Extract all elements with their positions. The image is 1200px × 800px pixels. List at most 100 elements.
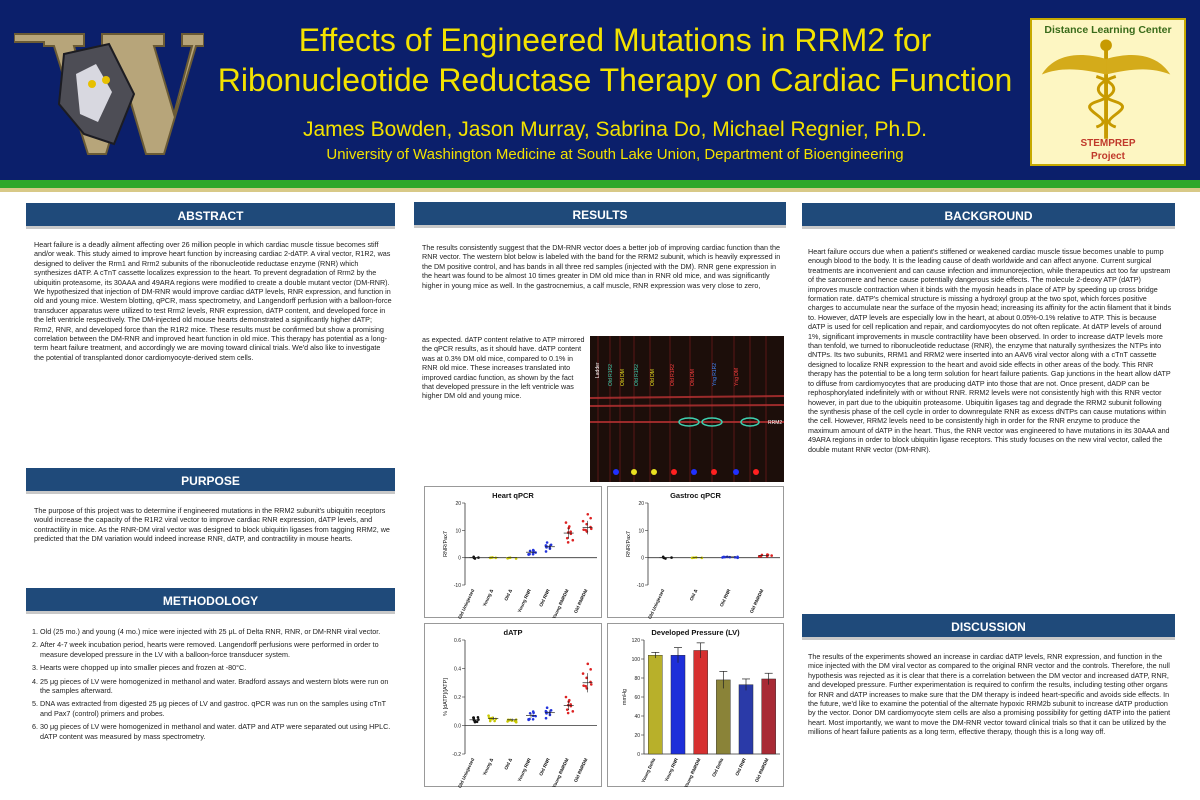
data-point [545, 706, 549, 710]
data-point [549, 709, 553, 712]
uw-husky-logo [14, 33, 204, 155]
blot-lane-label: Yng DM [734, 368, 740, 386]
x-tick-label: Old Δ [689, 588, 699, 602]
caduceus-icon [1041, 39, 1171, 139]
logo-bottom-text-1: STEMPREP [1080, 138, 1136, 149]
x-tick-label: Young RNRDM [551, 588, 569, 619]
y-tick-label: -10 [454, 583, 461, 589]
y-axis-label: RNR/Pax7 [626, 531, 632, 557]
data-point [571, 710, 575, 713]
data-point [564, 695, 568, 699]
data-point [586, 512, 590, 516]
x-tick-label: Old RNRDM [573, 757, 589, 783]
purpose-text: The purpose of this project was to deter… [34, 506, 390, 544]
blot-band-label: RRM2 [768, 420, 782, 426]
data-point [531, 717, 535, 721]
data-point [569, 530, 572, 533]
chart-title: dATP [503, 628, 523, 637]
x-tick-label: Old RNR [538, 588, 551, 608]
affiliation: University of Washington Medicine at Sou… [326, 146, 904, 163]
x-tick-label: Young Δ [482, 757, 495, 777]
y-tick-label: 100 [632, 657, 641, 663]
data-point [733, 556, 737, 559]
x-tick-label: Old Δ [503, 757, 513, 771]
data-point [475, 720, 479, 724]
x-tick-label: Old Δ [503, 588, 513, 602]
y-axis-label: RNR/Pax7 [443, 531, 449, 557]
data-point [565, 536, 569, 540]
data-point [531, 552, 535, 556]
list-item: Old (25 mo.) and young (4 mo.) mice were… [40, 627, 392, 636]
blot-lane-label: Old R1R2 [670, 364, 676, 386]
data-point [493, 719, 496, 723]
chart-heart-qpcr-plot: -10 0 10 20 RNR/Pax7 Old Uninjected Young Δ Old… [443, 501, 597, 620]
data-point [487, 714, 490, 717]
y-tick-label: 120 [632, 638, 641, 644]
x-tick-label: Old RNRDM [749, 588, 765, 614]
blot-lane-label: Old DM [690, 369, 696, 386]
list-item: 25 μg pieces of LV were homogenized in m… [40, 677, 392, 696]
blot-lane-label: Old DM [650, 369, 656, 386]
data-point [670, 556, 673, 559]
data-point [527, 718, 530, 722]
discussion-heading: DISCUSSION [802, 614, 1175, 640]
blot-lane-label: Old R1R2 [608, 364, 614, 386]
x-tick-label: Young RNR [664, 757, 679, 783]
data-point [582, 528, 585, 531]
x-tick-label: Old RNRDM [573, 588, 589, 614]
data-point [582, 684, 585, 687]
y-tick-label: 0 [637, 752, 640, 758]
poster-header: Effects of Engineered Mutations in RRM2 … [0, 0, 1200, 180]
y-tick-label: 40 [634, 714, 640, 720]
x-tick-label: Old RNR [538, 757, 551, 777]
y-tick-label: 0.0 [454, 724, 461, 730]
discussion-text: The results of the experiments showed an… [808, 652, 1171, 737]
stemprep-logo: Distance Learning Center STEMPREP Projec… [1030, 18, 1186, 166]
data-point [545, 541, 549, 544]
blot-lane-label: Old DM [620, 369, 626, 386]
data-point [722, 555, 725, 559]
x-tick-label: Young RNRDM [551, 757, 569, 788]
y-axis-label: mmHg [622, 689, 628, 705]
data-point [690, 556, 694, 560]
data-point [544, 709, 548, 713]
y-tick-label: -10 [637, 583, 644, 589]
y-tick-label: 80 [634, 676, 640, 682]
y-tick-label: -0.2 [452, 752, 461, 758]
methodology-text: Old (25 mo.) and young (4 mo.) mice were… [26, 627, 392, 745]
data-point [564, 521, 568, 524]
background-text: Heart failure occurs due when a patient'… [808, 247, 1172, 454]
methodology-list: Old (25 mo.) and young (4 mo.) mice were… [26, 627, 392, 741]
y-tick-label: 0 [641, 556, 644, 562]
y-tick-label: 0.6 [454, 638, 461, 644]
chart-developed-pressure: Developed Pressure (LV) 0 20 40 60 80 100 120 m… [607, 623, 784, 789]
data-point [736, 556, 739, 560]
x-tick-label: Young RNR [517, 588, 532, 614]
background-heading: BACKGROUND [802, 203, 1175, 229]
bar [648, 655, 663, 755]
blot-lane-label: Ladder [595, 362, 601, 378]
chart-heart-qpcr: Heart qPCR -10 0 10 20 RNR/Pax7 Old Uninjecte… [424, 486, 602, 620]
results-heading: RESULTS [414, 202, 786, 228]
data-point [581, 672, 585, 675]
data-point [571, 538, 575, 542]
data-point [589, 683, 593, 686]
poster-title: Effects of Engineered Mutations in RRM2 … [210, 20, 1020, 100]
bar [693, 650, 708, 755]
y-tick-label: 10 [638, 528, 644, 534]
data-point [584, 684, 588, 688]
chart-datp: dATP -0.2 0.0 0.2 0.4 0.6 % [dATP]/[ATP] Old U… [424, 623, 602, 789]
title-line-1: Effects of Engineered Mutations in RRM2 … [298, 22, 932, 58]
list-item: After 4-7 week incubation period, hearts… [40, 640, 392, 659]
bar [738, 684, 754, 755]
data-point [568, 698, 571, 702]
header-stripe [0, 180, 1200, 188]
y-tick-label: 20 [455, 501, 461, 507]
y-tick-label: 0.4 [454, 667, 461, 673]
results-text-2: as expected. dATP content relative to AT… [422, 335, 585, 401]
x-tick-label: Old RNRDM [754, 757, 770, 783]
x-tick-label: Young Δ [482, 588, 495, 608]
data-point [566, 541, 570, 544]
list-item: Hearts were chopped up into smaller piec… [40, 663, 392, 672]
logo-bottom-text-2: Project [1091, 151, 1125, 162]
